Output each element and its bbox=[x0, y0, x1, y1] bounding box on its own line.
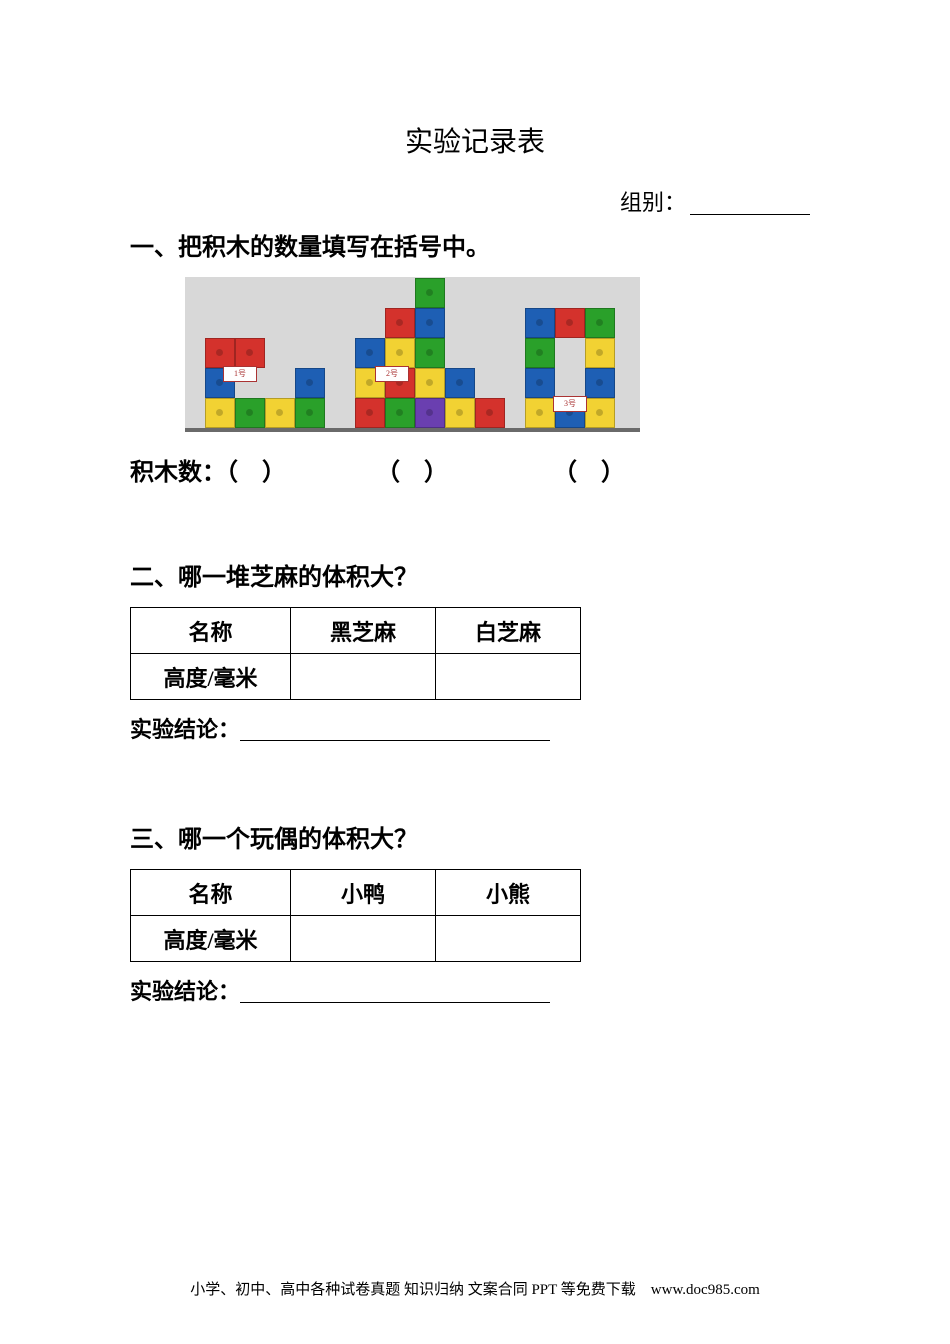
toy-conclusion-blank[interactable] bbox=[240, 1002, 550, 1003]
section-1: 一、把积木的数量填写在括号中。 1号2号3号 积木数：（ ）（ ）（ ） bbox=[130, 227, 820, 487]
block-cube bbox=[415, 398, 445, 428]
group-blank[interactable] bbox=[690, 214, 810, 215]
block-cube bbox=[295, 398, 325, 428]
toy-conclusion: 实验结论： bbox=[130, 974, 820, 1006]
block-cube bbox=[585, 308, 615, 338]
toy-duck-value[interactable] bbox=[291, 916, 436, 962]
block-cube bbox=[235, 398, 265, 428]
section-1-heading: 一、把积木的数量填写在括号中。 bbox=[130, 227, 820, 262]
block-cube bbox=[555, 308, 585, 338]
block-cube bbox=[475, 398, 505, 428]
block-cube bbox=[235, 338, 265, 368]
toy-table: 名称 小鸭 小熊 高度/毫米 bbox=[130, 869, 581, 962]
sesame-th-white: 白芝麻 bbox=[436, 608, 581, 654]
section-2: 二、哪一堆芝麻的体积大？ 名称 黑芝麻 白芝麻 高度/毫米 实验结论： bbox=[130, 557, 820, 744]
paren-open-2: （ bbox=[376, 460, 400, 486]
blocks-figure: 1号 2号 3号 bbox=[185, 277, 640, 432]
shape-label: 2号 bbox=[375, 366, 409, 382]
sesame-conclusion-label: 实验结论： bbox=[130, 717, 240, 742]
paren-close-2: ） bbox=[424, 460, 448, 486]
paren-open-3: （ bbox=[553, 460, 577, 486]
count-label: 积木数： bbox=[130, 460, 226, 486]
block-cube bbox=[385, 338, 415, 368]
block-cube bbox=[355, 398, 385, 428]
block-count-line: 积木数：（ ）（ ）（ ） bbox=[130, 452, 820, 487]
block-cube bbox=[585, 338, 615, 368]
sesame-black-value[interactable] bbox=[291, 654, 436, 700]
page-footer: 小学、初中、高中各种试卷真题 知识归纳 文案合同 PPT 等免费下载 www.d… bbox=[0, 1278, 950, 1299]
sesame-row-label: 高度/毫米 bbox=[131, 654, 291, 700]
block-cube bbox=[355, 338, 385, 368]
toy-th-name: 名称 bbox=[131, 870, 291, 916]
block-cube bbox=[385, 308, 415, 338]
page: 实验记录表 组别： 一、把积木的数量填写在括号中。 1号2号3号 积木数：（ ）… bbox=[0, 0, 950, 1006]
block-cube bbox=[525, 308, 555, 338]
toy-th-duck: 小鸭 bbox=[291, 870, 436, 916]
block-cube bbox=[585, 398, 615, 428]
shape-label: 1号 bbox=[223, 366, 257, 382]
block-cube bbox=[205, 338, 235, 368]
paren-close-1: ） bbox=[262, 460, 286, 486]
group-label: 组别： bbox=[620, 190, 686, 215]
toy-row-label: 高度/毫米 bbox=[131, 916, 291, 962]
section-2-heading: 二、哪一堆芝麻的体积大？ bbox=[130, 557, 820, 592]
block-cube bbox=[585, 368, 615, 398]
sesame-conclusion: 实验结论： bbox=[130, 712, 820, 744]
block-cube bbox=[295, 368, 325, 398]
block-cube bbox=[415, 368, 445, 398]
shape-label: 3号 bbox=[553, 396, 587, 412]
block-cube bbox=[525, 338, 555, 368]
block-cube bbox=[525, 398, 555, 428]
group-field: 组别： bbox=[130, 185, 820, 217]
toy-th-bear: 小熊 bbox=[436, 870, 581, 916]
block-cube bbox=[445, 368, 475, 398]
paren-open-1: （ bbox=[226, 460, 238, 486]
sesame-conclusion-blank[interactable] bbox=[240, 740, 550, 741]
toy-conclusion-label: 实验结论： bbox=[130, 979, 240, 1004]
sesame-white-value[interactable] bbox=[436, 654, 581, 700]
block-cube bbox=[415, 308, 445, 338]
block-cube bbox=[205, 398, 235, 428]
block-cube bbox=[265, 398, 295, 428]
sesame-th-name: 名称 bbox=[131, 608, 291, 654]
section-3-heading: 三、哪一个玩偶的体积大？ bbox=[130, 819, 820, 854]
paren-close-3: ） bbox=[601, 460, 625, 486]
toy-bear-value[interactable] bbox=[436, 916, 581, 962]
sesame-th-black: 黑芝麻 bbox=[291, 608, 436, 654]
page-title: 实验记录表 bbox=[130, 120, 820, 160]
sesame-table: 名称 黑芝麻 白芝麻 高度/毫米 bbox=[130, 607, 581, 700]
block-cube bbox=[525, 368, 555, 398]
block-cube bbox=[445, 398, 475, 428]
block-cube bbox=[415, 338, 445, 368]
block-cube bbox=[415, 278, 445, 308]
block-cube bbox=[385, 398, 415, 428]
section-3: 三、哪一个玩偶的体积大？ 名称 小鸭 小熊 高度/毫米 实验结论： bbox=[130, 819, 820, 1006]
